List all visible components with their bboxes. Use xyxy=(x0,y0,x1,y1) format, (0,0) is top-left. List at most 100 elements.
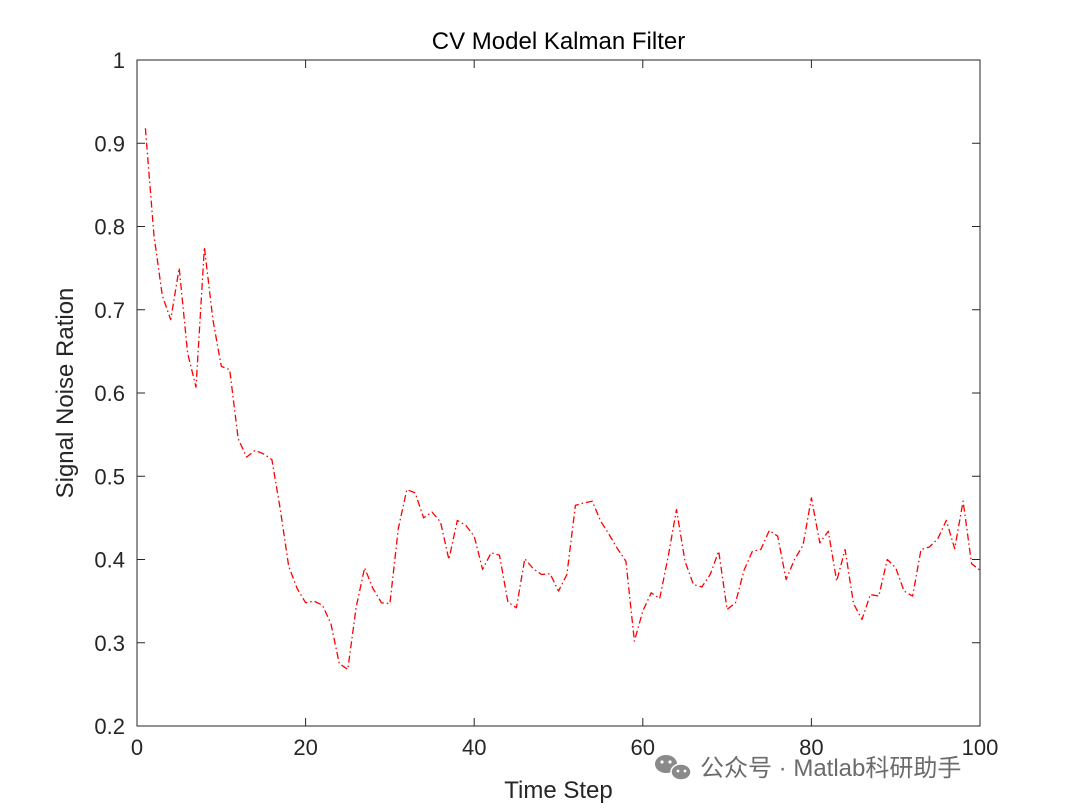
data-point xyxy=(786,579,787,580)
data-point xyxy=(415,492,416,493)
x-tick-label: 0 xyxy=(131,735,143,760)
data-point xyxy=(212,319,213,320)
y-tick-label: 0.3 xyxy=(94,631,125,656)
data-point xyxy=(457,520,458,521)
data-point xyxy=(305,602,306,603)
data-point xyxy=(491,552,492,553)
data-point xyxy=(499,555,500,556)
data-point xyxy=(533,568,534,569)
data-point xyxy=(777,536,778,537)
data-point xyxy=(887,559,888,560)
data-point xyxy=(828,531,829,532)
data-point xyxy=(971,563,972,564)
data-point xyxy=(448,559,449,560)
y-tick-label: 0.7 xyxy=(94,298,125,323)
y-axis: 0.2 0.3 0.4 0.5 0.6 0.7 0.8 0.9 1 xyxy=(94,48,980,739)
data-point xyxy=(482,569,483,570)
data-point xyxy=(693,584,694,585)
data-point xyxy=(440,521,441,522)
data-point xyxy=(238,438,239,439)
data-point xyxy=(558,591,559,592)
x-axis-label: Time Step xyxy=(504,777,612,804)
data-point xyxy=(389,603,390,604)
data-point xyxy=(524,558,525,559)
data-point xyxy=(280,509,281,510)
data-point xyxy=(406,489,407,490)
data-point xyxy=(979,570,980,571)
y-tick-label: 0.2 xyxy=(94,714,125,739)
data-point xyxy=(170,319,171,320)
data-point xyxy=(819,542,820,543)
wechat-icon xyxy=(655,755,692,781)
watermark: 公众号 · Matlab科研助手 xyxy=(655,755,961,782)
plot-frame xyxy=(136,59,981,727)
data-point xyxy=(752,551,753,552)
data-point xyxy=(668,556,669,557)
data-point xyxy=(718,551,719,552)
data-point xyxy=(465,525,466,526)
data-point xyxy=(676,509,677,510)
data-point xyxy=(963,501,964,502)
data-point xyxy=(575,505,576,506)
data-point xyxy=(474,536,475,537)
chart-title: CV Model Kalman Filter xyxy=(432,28,685,55)
data-point xyxy=(617,548,618,549)
data-point xyxy=(204,247,205,248)
y-tick-label: 0.5 xyxy=(94,464,125,489)
data-point xyxy=(322,605,323,606)
x-axis: 0 20 40 60 80 100 xyxy=(131,60,998,760)
data-point xyxy=(625,561,626,562)
data-point xyxy=(162,295,163,296)
data-point xyxy=(845,549,846,550)
data-point xyxy=(330,623,331,624)
data-point xyxy=(870,594,871,595)
data-point xyxy=(507,601,508,602)
y-tick-label: 0.4 xyxy=(94,548,125,573)
data-point xyxy=(246,457,247,458)
data-point xyxy=(861,619,862,620)
data-point xyxy=(145,128,146,129)
data-point xyxy=(516,607,517,608)
data-point xyxy=(153,234,154,235)
data-point xyxy=(642,611,643,612)
data-point xyxy=(811,497,812,498)
data-point xyxy=(254,450,255,451)
x-tick-label: 20 xyxy=(293,735,317,760)
data-point xyxy=(583,502,584,503)
data-point xyxy=(179,268,180,269)
data-point xyxy=(381,602,382,603)
y-axis-label: Signal Noise Ration xyxy=(52,288,79,499)
data-point xyxy=(769,530,770,531)
data-point xyxy=(735,602,736,603)
data-point xyxy=(912,596,913,597)
y-tick-label: 0.9 xyxy=(94,131,125,156)
y-tick-label: 0.8 xyxy=(94,215,125,240)
x-tick-label: 100 xyxy=(962,735,999,760)
x-tick-label: 40 xyxy=(462,735,486,760)
data-point xyxy=(187,352,188,353)
data-point xyxy=(701,586,702,587)
y-tick-label: 0.6 xyxy=(94,381,125,406)
data-point xyxy=(836,581,837,582)
data-point xyxy=(364,567,365,568)
data-point xyxy=(659,598,660,599)
data-point xyxy=(904,591,905,592)
data-point xyxy=(297,588,298,589)
data-point xyxy=(634,641,635,642)
data-point xyxy=(878,596,879,597)
data-point xyxy=(541,574,542,575)
data-point xyxy=(802,545,803,546)
data-point xyxy=(423,517,424,518)
data-point xyxy=(431,511,432,512)
data-point xyxy=(271,459,272,460)
data-point xyxy=(229,369,230,370)
plot-area xyxy=(136,59,981,727)
data-point xyxy=(356,606,357,607)
data-point xyxy=(372,588,373,589)
data-point xyxy=(710,574,711,575)
data-point xyxy=(609,534,610,535)
data-point xyxy=(651,592,652,593)
data-point xyxy=(600,521,601,522)
data-point xyxy=(339,663,340,664)
